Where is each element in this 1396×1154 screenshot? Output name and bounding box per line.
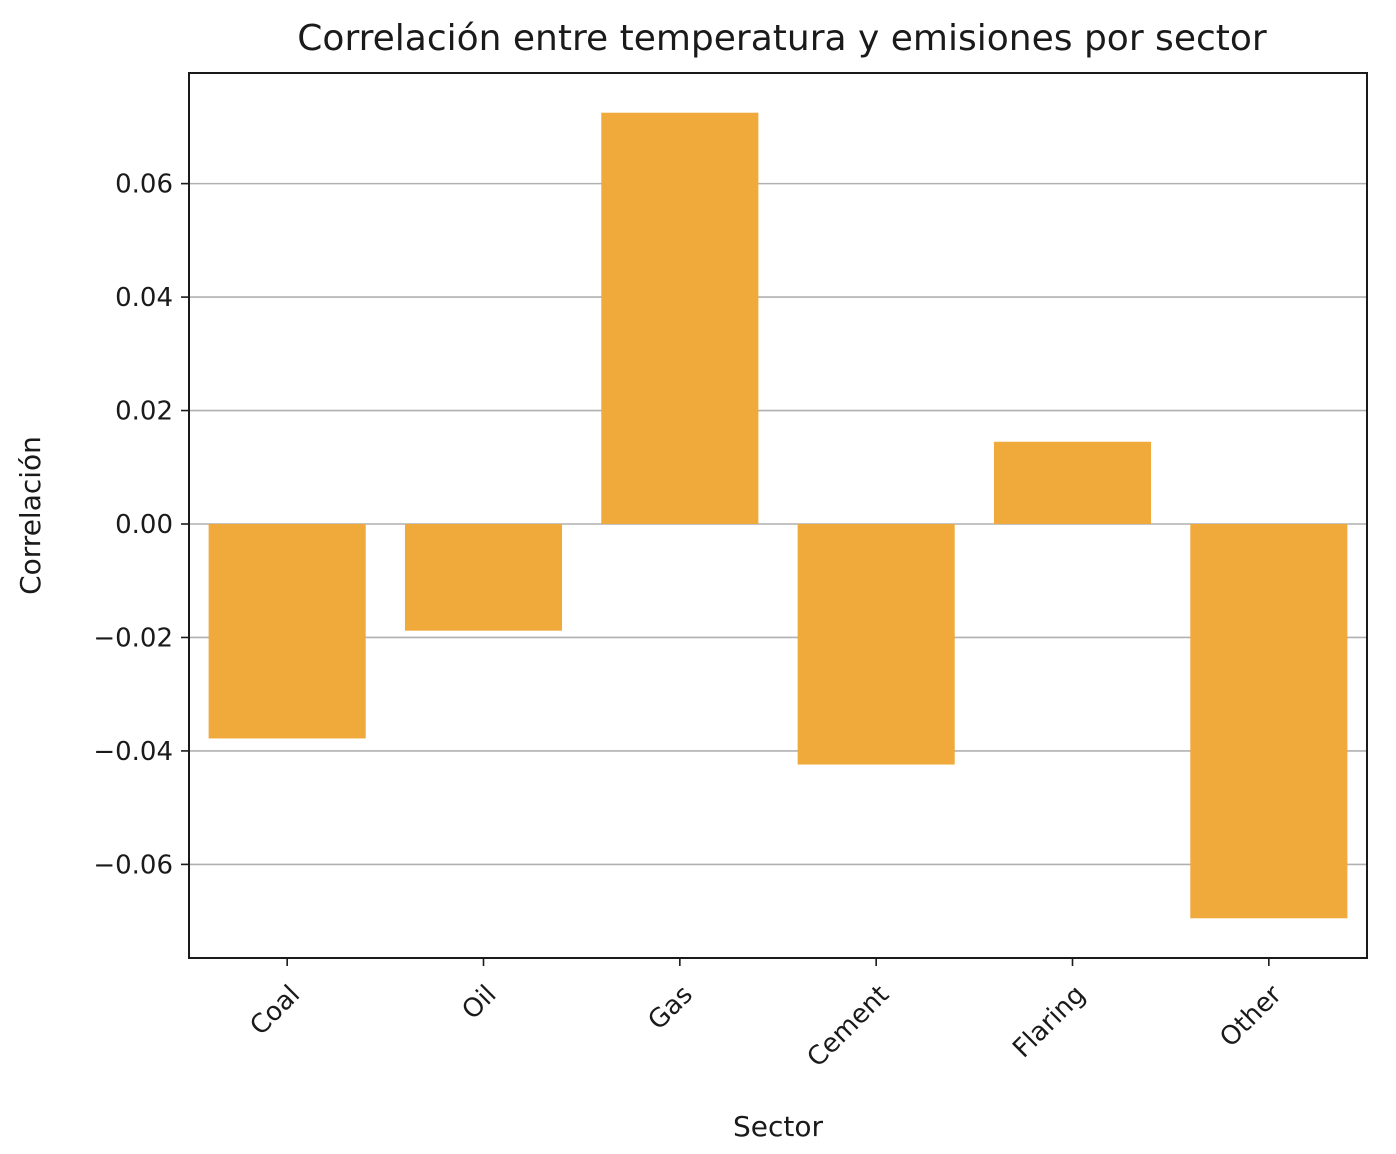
bar-gas bbox=[601, 112, 759, 525]
y-tick-label: 0.06 bbox=[115, 170, 173, 200]
y-tick-label: 0.02 bbox=[115, 397, 173, 427]
y-tick-label: −0.04 bbox=[93, 737, 173, 767]
y-axis-label: Correlación bbox=[14, 436, 47, 595]
bar-oil bbox=[404, 524, 563, 631]
x-tick-label: Oil bbox=[457, 980, 503, 1026]
x-tick-label: Coal bbox=[244, 980, 306, 1042]
bars bbox=[208, 112, 1348, 919]
x-tick-label: Gas bbox=[642, 980, 698, 1036]
grid-lines bbox=[189, 182, 1367, 866]
plot-frame bbox=[188, 72, 1368, 959]
y-tick-label: −0.02 bbox=[93, 623, 173, 653]
x-axis-ticks: Coal Oil Gas Cement Flaring Other bbox=[244, 958, 1288, 1073]
x-tick-label: Cement bbox=[802, 980, 895, 1073]
y-axis-ticks: −0.06 −0.04 −0.02 0.00 0.02 0.04 0.06 bbox=[93, 170, 189, 880]
y-tick-label: 0.00 bbox=[115, 510, 173, 540]
x-tick-label: Other bbox=[1214, 980, 1288, 1054]
x-axis-label: Sector bbox=[733, 1110, 824, 1143]
bar-other bbox=[1190, 524, 1348, 919]
chart-title: Correlación entre temperatura y emisione… bbox=[297, 18, 1267, 59]
x-tick-label: Flaring bbox=[1007, 980, 1091, 1064]
bar-coal bbox=[208, 524, 366, 739]
bar-flaring bbox=[993, 441, 1152, 525]
y-tick-label: −0.06 bbox=[93, 850, 173, 880]
bar-cement bbox=[797, 524, 955, 765]
y-tick-label: 0.04 bbox=[115, 283, 173, 313]
